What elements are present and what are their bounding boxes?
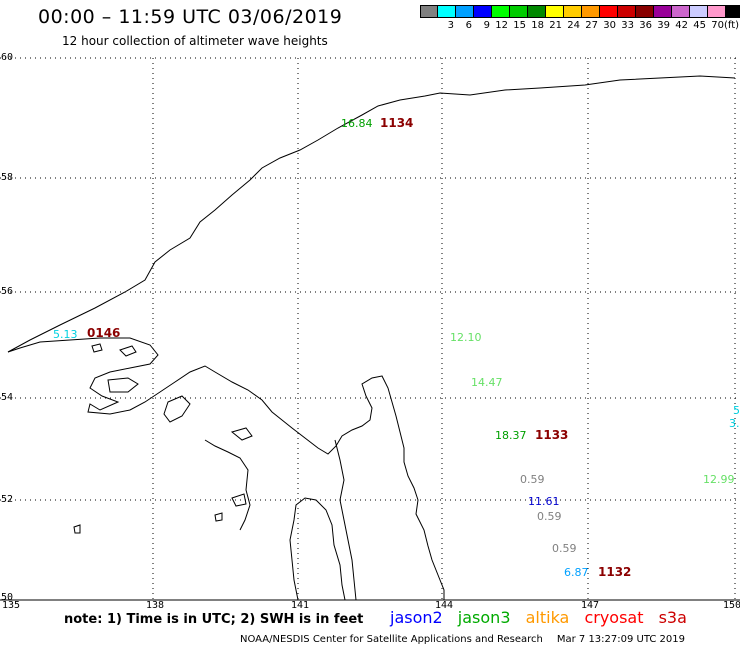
legend-tick-label: 3 [447,20,454,31]
lon-label-135: 135 [2,600,21,611]
lat-label-52: 52 [1,494,14,505]
island-sw-1 [230,427,253,441]
satellite-s3a: s3a [658,608,687,627]
legend-swatch [636,5,654,18]
legend-tick-label: 36 [639,20,652,31]
legend-swatch [690,5,708,18]
lat-label-60: 60 [1,52,14,63]
legend-tick-label: 18 [531,20,544,31]
swh-observation: 0.59 [520,473,545,486]
legend-swatch [564,5,582,18]
legend-tick-label: 27 [585,20,598,31]
legend-swatch [528,5,546,18]
legend-tick-label: 45 [693,20,706,31]
pass-id: 1132 [598,565,632,579]
legend-swatch [582,5,600,18]
legend-tick-label: 21 [549,20,562,31]
credit-text: NOAA/NESDIS Center for Satellite Applica… [240,634,543,645]
pass-id: 0146 [87,326,121,340]
satellite-legend: jason2 jason3 altika cryosat s3a [390,608,697,627]
satellite-altika: altika [525,608,570,627]
legend-labels: 3 6 9 12 15 18 21 24 27 30 33 36 39 42 45 70 [420,20,740,31]
color-legend: 3 6 9 12 15 18 21 24 27 30 33 36 39 42 45 70 (ft) [420,5,740,31]
lon-label-150: 150 [723,600,740,611]
legend-tick-label: 33 [621,20,634,31]
lon-label-138: 138 [146,600,165,611]
pass-id: 1134 [380,116,414,130]
pass-id: 1133 [535,428,569,442]
satellite-jason3: jason3 [457,608,511,627]
legend-tick-label: 30 [603,20,616,31]
swh-observation: 5 [733,404,740,417]
island-shantar [107,377,139,393]
gridlines [0,57,740,600]
swh-observation: 16.84 [341,117,373,130]
lat-label-50: 50 [1,592,14,603]
swh-observation: 3. [729,417,740,430]
island-small-2 [91,343,103,353]
lat-label-58: 58 [1,172,14,183]
swh-observation: 5.13 [53,328,78,341]
legend-tick-label: 15 [513,20,526,31]
legend-swatch [708,5,726,18]
legend-swatch [618,5,636,18]
island-sw-2 [231,493,247,507]
legend-swatch [456,5,474,18]
lon-label-147: 147 [581,600,600,611]
lon-label-144: 144 [435,600,454,611]
island-bolshoy [163,395,191,423]
lat-label-56: 56 [1,286,14,297]
lat-label-54: 54 [1,392,14,403]
island-sw-3 [73,524,81,534]
legend-tick-label: 39 [657,20,670,31]
legend-swatch [672,5,690,18]
legend-swatch [510,5,528,18]
coastline-northwest [7,337,445,600]
coastline [7,75,736,601]
legend-tick-label: 24 [567,20,580,31]
swh-observation: 18.37 [495,429,527,442]
legend-swatches [420,5,740,18]
legend-swatch [726,5,740,18]
footer-note: note: 1) Time is in UTC; 2) SWH is in fe… [64,612,364,627]
generated-timestamp: Mar 7 13:27:09 UTC 2019 [556,634,685,645]
swh-observation: 0.59 [552,542,577,555]
swh-observation: 12.10 [450,331,482,344]
swh-observation: 14.47 [471,376,503,389]
legend-tick-label: 70 [711,20,724,31]
map-subtitle: 12 hour collection of altimeter wave hei… [62,34,328,48]
legend-tick-label: 6 [465,20,472,31]
map-title: 00:00 – 11:59 UTC 03/06/2019 [38,6,343,28]
legend-swatch [492,5,510,18]
legend-tick-label: 42 [675,20,688,31]
coastline-southwest [204,439,251,531]
island-small-1 [119,345,137,357]
coastline-mainland [289,497,346,601]
satellite-jason2: jason2 [390,608,443,627]
swh-observation: 11.61 [528,495,560,508]
legend-swatch [600,5,618,18]
legend-tick-label: 12 [495,20,508,31]
swh-observation: 0.59 [537,510,562,523]
legend-swatch [546,5,564,18]
legend-swatch [474,5,492,18]
legend-tick-label: 9 [483,20,490,31]
lon-label-141: 141 [291,600,310,611]
coastline-sakhalin [334,439,357,601]
legend-swatch [654,5,672,18]
legend-swatch [438,5,456,18]
legend-unit: (ft) [724,20,740,31]
legend-swatch [420,5,438,18]
credit-line: NOAA/NESDIS Center for Satellite Applica… [240,634,685,645]
island-sw-4 [214,512,223,522]
swh-observation: 12.99 [703,473,735,486]
swh-observation: 6.87 [564,566,589,579]
satellite-cryosat: cryosat [584,608,644,627]
coastline-north [7,75,736,353]
